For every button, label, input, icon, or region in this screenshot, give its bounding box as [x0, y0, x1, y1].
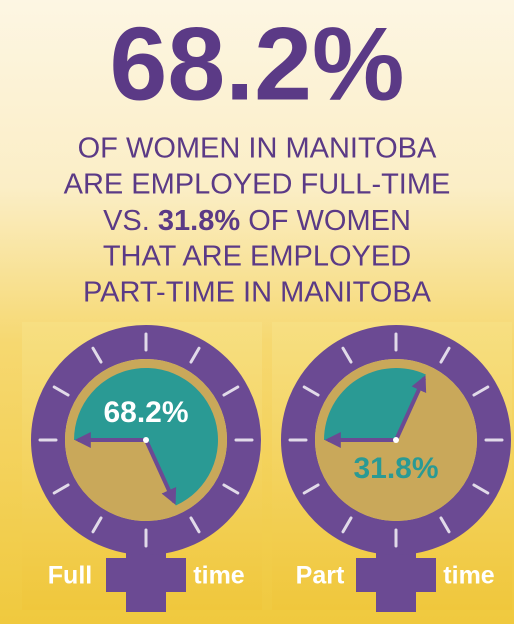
text-line: PART-TIME IN MANITOBA	[83, 277, 432, 309]
headline: 68.2%	[110, 6, 405, 122]
label: time	[443, 562, 495, 590]
symbol-bar	[356, 558, 436, 592]
tick	[52, 483, 70, 495]
tick	[189, 516, 201, 534]
value-label: 68.2%	[103, 396, 188, 429]
label: Part	[296, 562, 345, 590]
tick	[472, 483, 490, 495]
text-line: THAT ARE EMPLOYED	[103, 241, 411, 273]
tick	[302, 385, 320, 397]
tick	[222, 385, 240, 397]
tick	[341, 346, 353, 364]
text-line: OF WOMEN IN MANITOBA	[78, 133, 437, 165]
text-line: VS. 31.8% OF WOMEN	[103, 205, 411, 237]
text: VS.	[103, 205, 150, 237]
tick	[189, 346, 201, 364]
text-line: ARE EMPLOYED FULL-TIME	[64, 169, 451, 201]
hand	[144, 439, 177, 505]
label: Full	[48, 562, 92, 590]
text: OF WOMEN	[248, 205, 411, 237]
tick	[302, 483, 320, 495]
tick	[222, 483, 240, 495]
symbol-bar	[106, 558, 186, 592]
label: time	[193, 562, 245, 590]
tick	[341, 516, 353, 534]
sector	[324, 368, 426, 440]
sector	[74, 367, 219, 506]
tick	[91, 516, 103, 534]
hand	[394, 375, 427, 441]
hub	[143, 437, 149, 443]
tick	[91, 346, 103, 364]
highlight: 31.8%	[158, 205, 240, 237]
tick	[439, 346, 451, 364]
value-label: 31.8%	[353, 452, 438, 485]
hub	[393, 437, 399, 443]
tick	[472, 385, 490, 397]
tick	[439, 516, 451, 534]
tick	[52, 385, 70, 397]
